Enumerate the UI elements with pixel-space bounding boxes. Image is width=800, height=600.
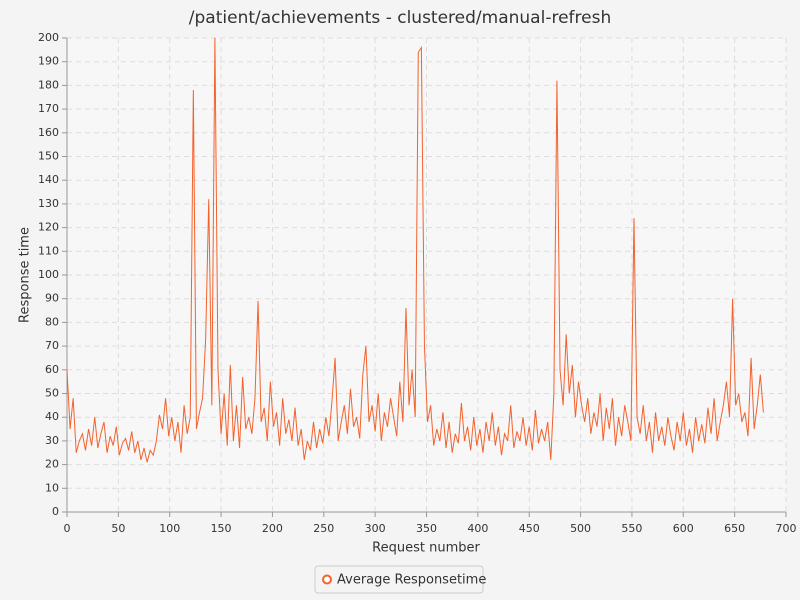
y-tick-label: 100 xyxy=(38,268,59,281)
y-tick-label: 70 xyxy=(45,339,59,352)
y-tick-label: 140 xyxy=(38,173,59,186)
x-tick-label: 50 xyxy=(111,522,125,535)
y-tick-label: 90 xyxy=(45,292,59,305)
y-tick-label: 50 xyxy=(45,387,59,400)
y-tick-label: 80 xyxy=(45,315,59,328)
x-tick-label: 700 xyxy=(776,522,797,535)
legend-marker xyxy=(322,574,332,585)
y-tick-label: 20 xyxy=(45,458,59,471)
x-tick-label: 250 xyxy=(313,522,334,535)
y-tick-label: 60 xyxy=(45,363,59,376)
x-tick-label: 450 xyxy=(519,522,540,535)
x-tick-label: 100 xyxy=(159,522,180,535)
x-tick-label: 0 xyxy=(64,522,71,535)
x-axis-label: Request number xyxy=(372,541,480,556)
y-tick-label: 180 xyxy=(38,78,59,91)
y-tick-label: 200 xyxy=(38,31,59,44)
x-tick-label: 300 xyxy=(365,522,386,535)
y-tick-label: 170 xyxy=(38,102,59,115)
y-tick-label: 30 xyxy=(45,434,59,447)
y-tick-label: 120 xyxy=(38,221,59,234)
x-tick-label: 550 xyxy=(621,522,642,535)
y-tick-label: 10 xyxy=(45,481,59,494)
x-tick-label: 350 xyxy=(416,522,437,535)
x-tick-label: 400 xyxy=(467,522,488,535)
x-tick-label: 500 xyxy=(570,522,591,535)
y-tick-label: 160 xyxy=(38,126,59,139)
legend-label: Average Responsetime xyxy=(337,573,486,588)
chart-title: /patient/achievements - clustered/manual… xyxy=(189,8,611,28)
y-tick-label: 0 xyxy=(52,505,59,518)
y-axis-label: Response time xyxy=(18,227,33,323)
y-tick-label: 130 xyxy=(38,197,59,210)
legend xyxy=(314,565,484,594)
y-tick-label: 110 xyxy=(38,244,59,257)
data-line xyxy=(66,37,764,463)
x-tick-label: 600 xyxy=(673,522,694,535)
x-tick-label: 650 xyxy=(724,522,745,535)
y-tick-label: 40 xyxy=(45,410,59,423)
x-tick-label: 200 xyxy=(262,522,283,535)
y-tick-label: 190 xyxy=(38,55,59,68)
x-tick-label: 150 xyxy=(211,522,232,535)
y-tick-label: 150 xyxy=(38,150,59,163)
